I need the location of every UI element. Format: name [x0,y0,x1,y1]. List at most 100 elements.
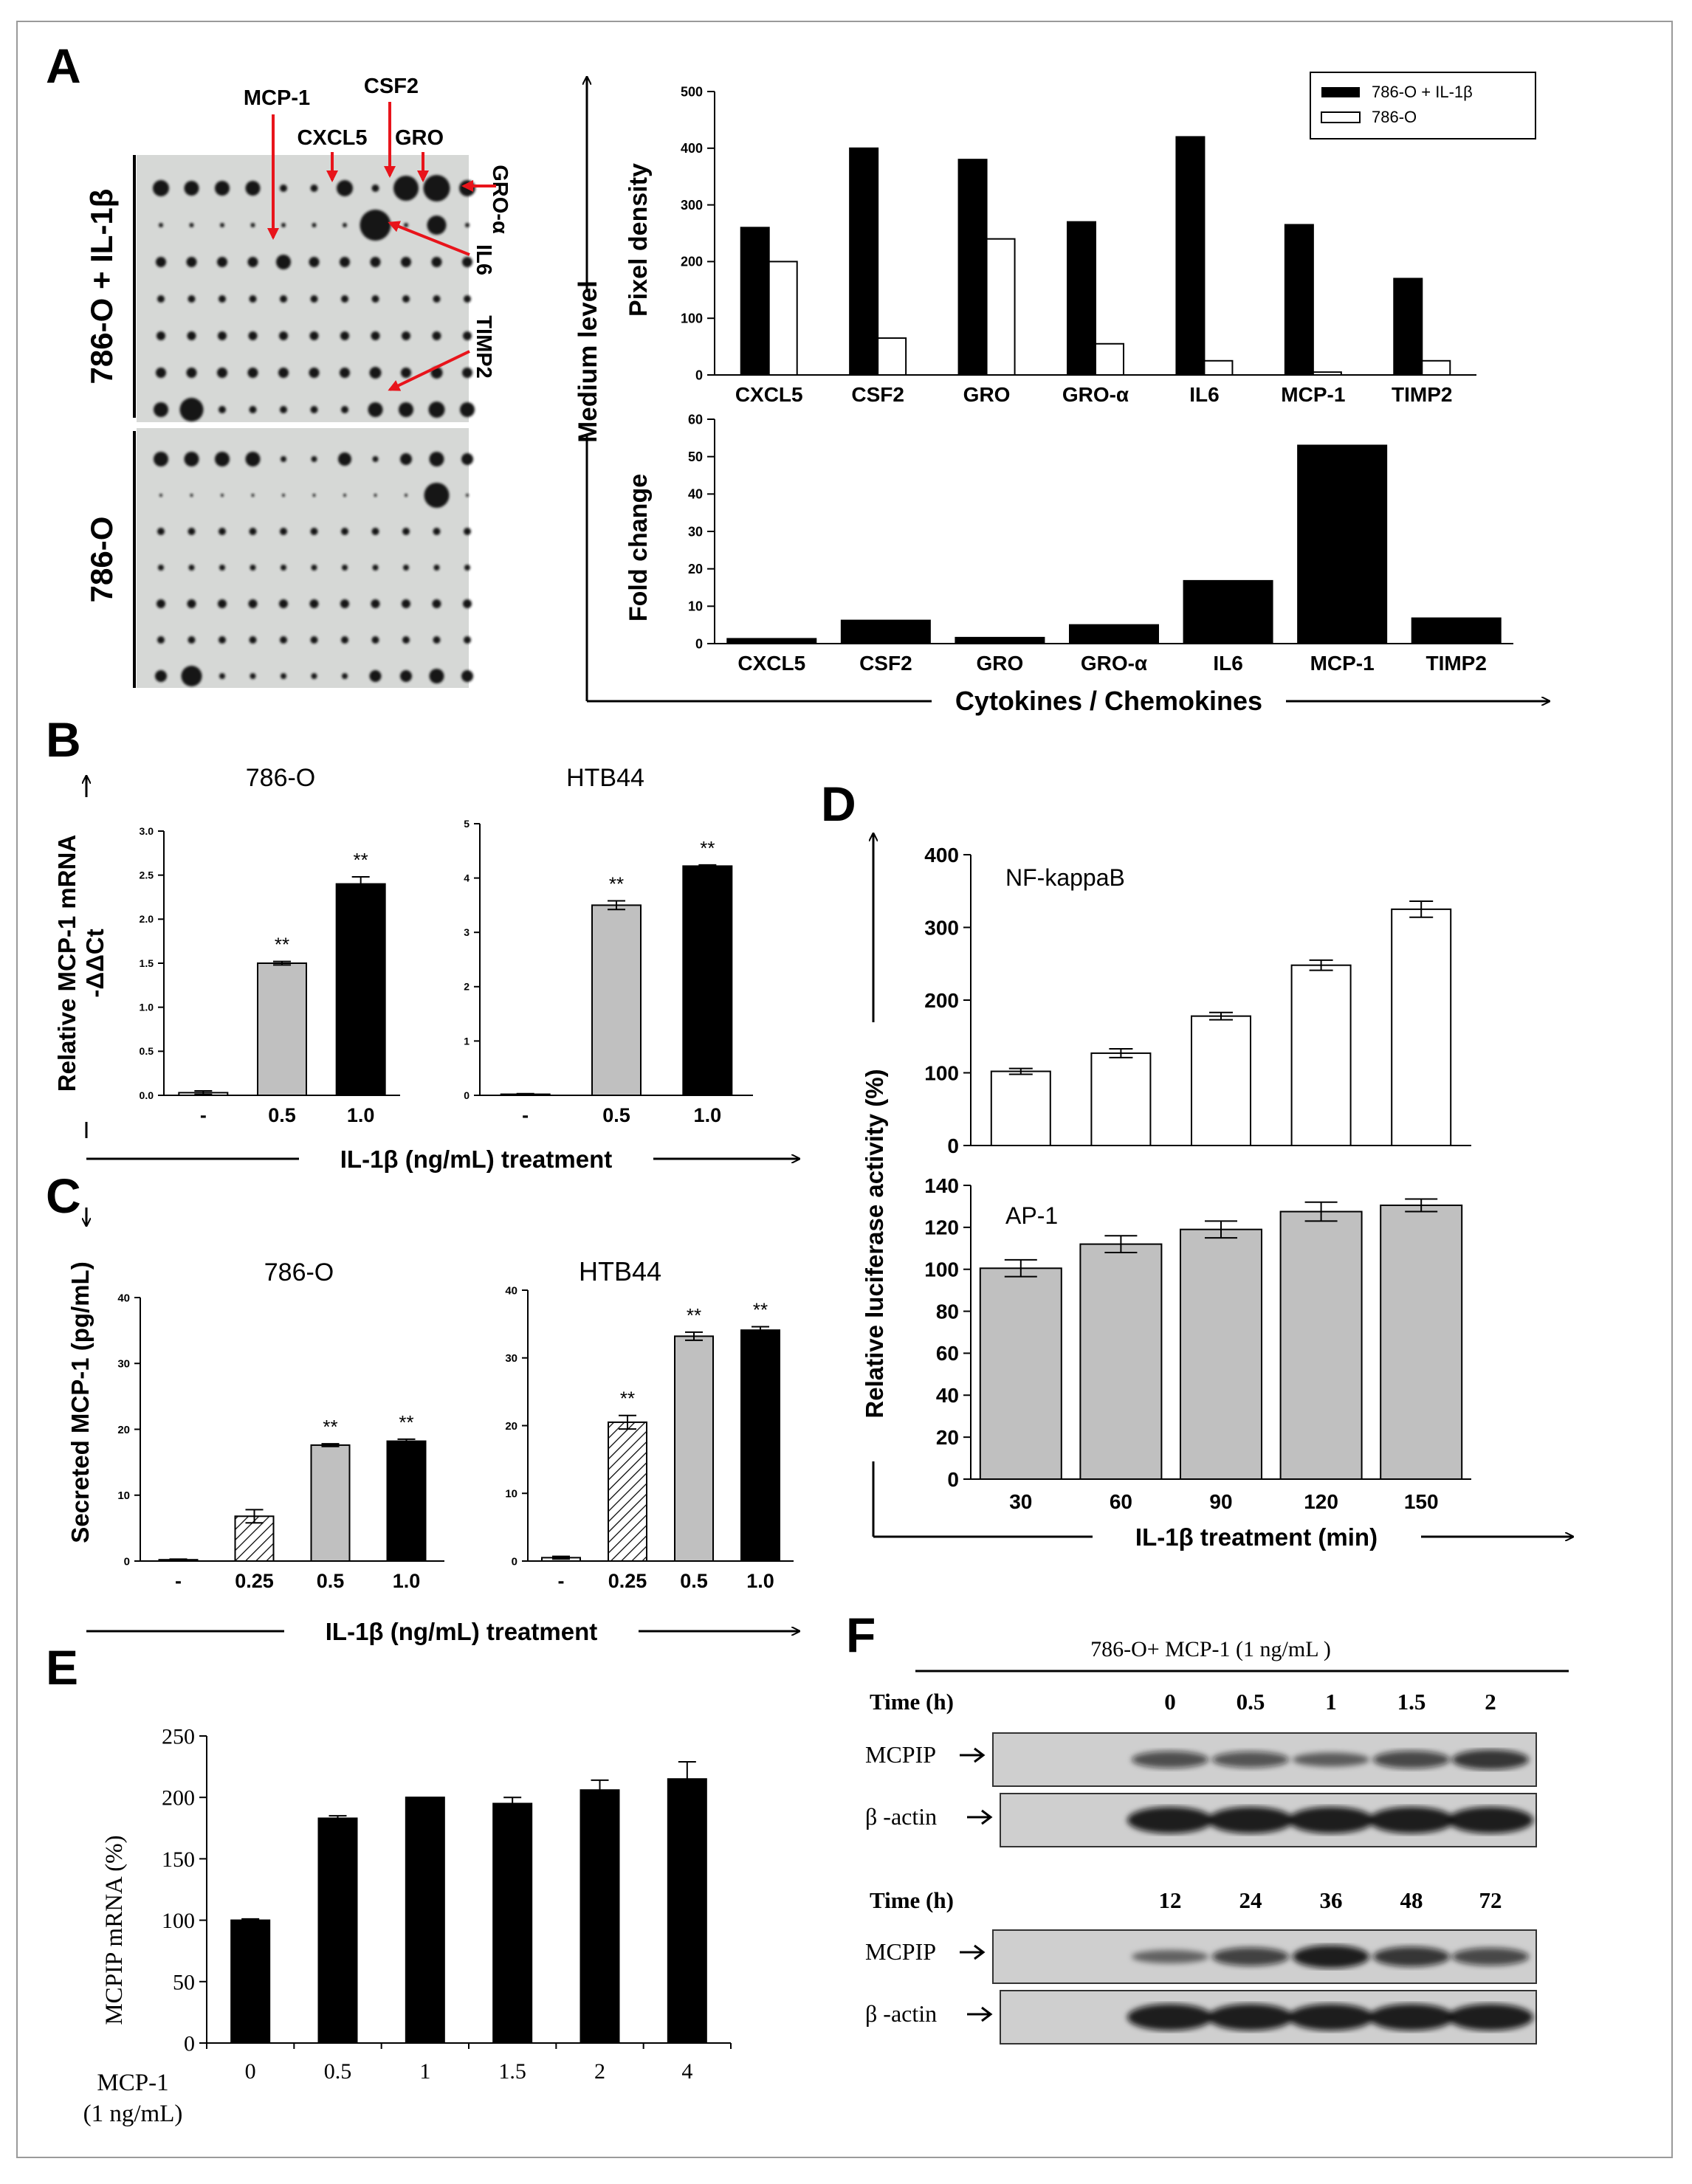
chart-d-ap1: 0 20 40 60 80 100 120 140 30 60 90 120 150 AP-1 [924,1174,1471,1513]
array-dot [371,331,380,340]
array-dot [280,295,287,303]
category-label: 2 [594,2059,605,2084]
category-label: 0.25 [235,1570,274,1592]
array-dot [157,528,165,535]
category-label: GRO [977,652,1024,675]
array-dot [281,565,286,571]
array-dot [184,181,199,196]
y-tick-label: 400 [924,844,959,867]
category-label: 1.0 [694,1104,722,1126]
bar-gro- [1069,624,1159,645]
y-tick-label: 80 [936,1300,959,1323]
array-dot [368,402,383,417]
category-label: - [522,1104,529,1126]
mcpip-band [1293,1945,1369,1968]
time-point: 1 [1325,1689,1337,1715]
panel-b-outer-axes [70,776,799,1177]
array-dot [310,406,318,413]
array-dot [464,295,471,303]
array-dot [461,670,473,682]
y-tick-label: 50 [688,449,703,464]
array-dot [247,257,258,267]
y-tick-label: 0 [947,1134,959,1157]
array-dot [219,528,226,535]
category-label: 60 [1110,1490,1132,1513]
y-tick-label: 300 [681,198,703,213]
array-dot [340,368,350,378]
array-dot [311,673,317,679]
actin-band [1369,2004,1454,2030]
actin-bands [1127,2004,1533,2030]
bar-il6 [1175,136,1206,376]
bar-gro- [1067,221,1096,376]
array-dot [219,406,226,413]
bar-mcp-1 [1297,444,1388,644]
category-label: - [558,1570,565,1592]
xlabel-e-mcp1: MCP-1 [97,2070,168,2096]
array-dot [155,670,167,682]
bar-il6 [1203,359,1234,376]
array-dot [465,223,470,227]
bar-csf2 [849,147,879,376]
category-label: MCP-1 [1281,383,1345,406]
category-label: IL6 [1213,652,1242,675]
bar-60 [1090,1052,1152,1147]
legend-label-786o: 786-O [1372,108,1417,126]
chart-title: HTB44 [566,764,644,792]
array-dot [311,565,317,571]
category-label: TIMP2 [1392,383,1452,406]
y-tick-label: 140 [924,1174,959,1197]
array-dot [189,223,194,227]
chart-b-htb44: 0 1 2 3 4 5 - ** 0.5 ** 1.0 HTB44 [464,764,753,1126]
mcpip-band [1212,1751,1289,1768]
array-dot [280,636,287,644]
array-dot [433,295,441,303]
y-tick-label: 10 [505,1488,517,1501]
array-dot [402,528,410,535]
array-dot [372,565,379,571]
bar-csf2 [840,619,931,645]
array-dot [157,295,165,303]
array-dot [247,368,258,378]
panel-letter-e: E [46,1640,78,1695]
actin-band [1369,1807,1454,1833]
array-dot [466,494,469,497]
y-tick-label: 60 [688,412,703,427]
time-point: 24 [1239,1887,1262,1913]
array-dot [372,456,379,462]
array-dot [374,494,377,497]
actin-band [1448,1807,1533,1833]
y-tick-label: 5 [464,818,470,830]
array-dot [402,331,410,340]
bar-cxcl5 [740,227,770,376]
bar-cxcl5 [726,638,817,644]
chart-title: 786-O [246,764,316,792]
bar-1 [405,1797,445,2044]
y-tick-label: 30 [505,1352,517,1365]
actin-band [1127,1807,1213,1833]
y-tick-label: 2.5 [140,869,154,881]
y-tick-label: 60 [936,1342,959,1365]
time-point: 72 [1479,1887,1502,1913]
array-dot [341,636,348,644]
bar-2 [580,1789,620,2045]
time-point: 0.5 [1237,1689,1265,1715]
array-dot [250,673,256,679]
bar-60 [1079,1243,1163,1480]
array-dot [428,402,445,418]
array-dot [431,257,442,267]
y-tick-label: 3 [464,926,470,938]
array-dot [402,599,410,608]
ylabel-ddct: -ΔΔCt [81,929,109,997]
category-label: 1 [419,2059,430,2084]
array-dot [310,636,318,644]
array-dot [464,636,471,644]
array-dot [281,223,286,227]
y-tick-label: 0 [695,636,703,651]
array-dot [433,565,440,571]
category-label: CSF2 [851,383,904,406]
array-dot [218,599,227,608]
array-dot [188,636,196,644]
bar-0-5 [317,1817,358,2045]
bar-0-5 [591,904,642,1097]
